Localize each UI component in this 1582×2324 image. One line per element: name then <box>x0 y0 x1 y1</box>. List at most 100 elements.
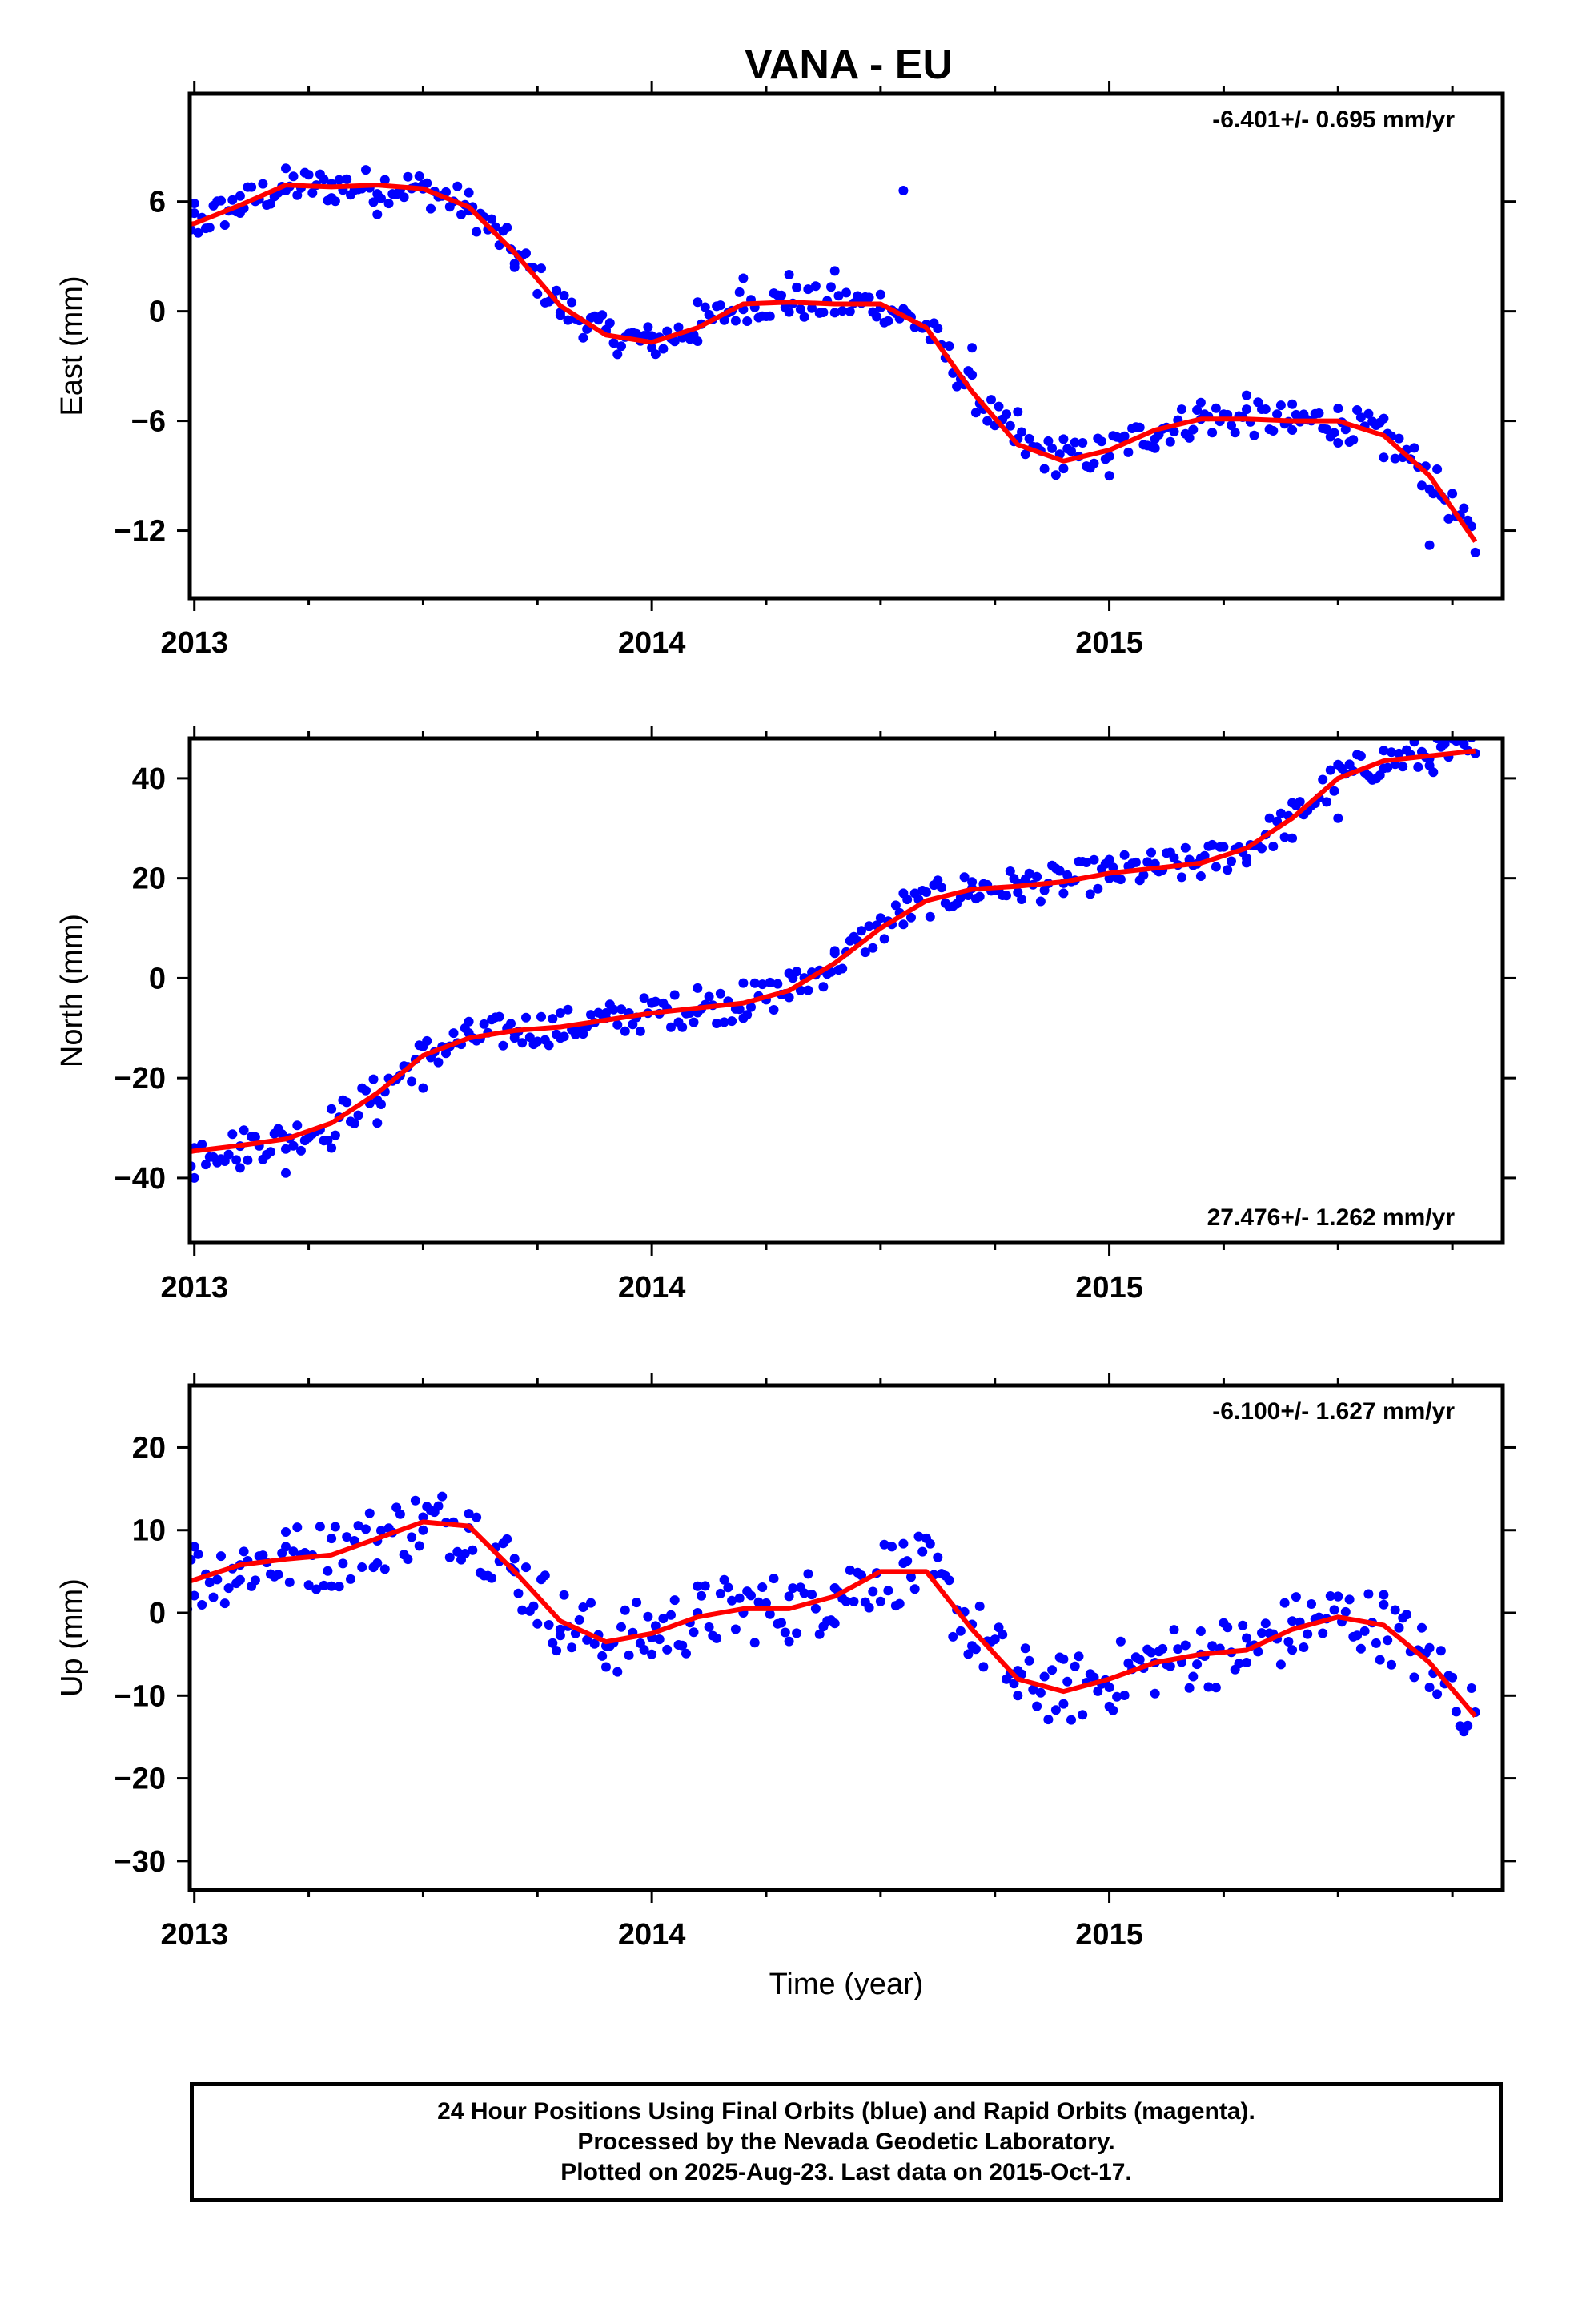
data-point <box>1439 738 1450 749</box>
data-point <box>829 946 840 956</box>
data-point <box>1268 426 1279 436</box>
data-point <box>487 214 497 224</box>
data-point <box>357 1562 367 1572</box>
data-point <box>1134 1655 1145 1665</box>
data-point <box>879 934 889 944</box>
data-point <box>620 1026 630 1036</box>
data-point <box>704 1622 714 1632</box>
data-point <box>281 163 291 174</box>
y-tick-label: 40 <box>132 762 166 796</box>
data-point <box>1402 1610 1411 1620</box>
data-point <box>1375 1655 1385 1665</box>
data-point <box>1275 1659 1286 1670</box>
data-point <box>464 1509 474 1519</box>
data-point <box>528 1601 539 1611</box>
data-point <box>1035 896 1046 907</box>
data-point <box>578 332 588 343</box>
data-point <box>1287 1645 1298 1655</box>
data-point <box>1165 436 1175 447</box>
data-point <box>944 1575 954 1586</box>
data-point <box>1299 1642 1309 1652</box>
data-point <box>1211 403 1221 413</box>
data-point <box>1428 767 1439 778</box>
data-point <box>349 1118 359 1128</box>
data-point <box>1074 1651 1084 1662</box>
data-point <box>1207 1641 1218 1651</box>
data-point <box>169 1152 179 1162</box>
data-point <box>315 1522 325 1532</box>
data-point <box>502 223 512 233</box>
data-point <box>777 1618 786 1628</box>
y-tick-label: 6 <box>149 186 166 219</box>
data-point <box>176 213 186 223</box>
data-point <box>1359 1626 1370 1636</box>
data-point <box>1013 1691 1023 1701</box>
data-point <box>1093 1686 1103 1696</box>
data-point <box>1355 1643 1366 1654</box>
data-point <box>231 1578 242 1589</box>
data-point <box>803 1569 813 1579</box>
data-point <box>1009 874 1019 884</box>
data-point <box>1192 405 1203 415</box>
data-point <box>212 1574 223 1585</box>
data-point <box>1470 547 1480 557</box>
data-point <box>1009 1679 1019 1689</box>
data-point <box>810 1603 821 1614</box>
data-point <box>1017 1669 1026 1679</box>
data-point <box>574 1614 584 1625</box>
data-point <box>734 1004 745 1015</box>
data-point <box>1355 751 1366 761</box>
data-point <box>1253 1647 1263 1657</box>
y-tick-label: 20 <box>132 862 166 896</box>
data-point <box>1066 446 1076 456</box>
x-tick-label: 2013 <box>160 1271 228 1305</box>
data-point <box>1325 765 1335 775</box>
data-point <box>498 1040 508 1051</box>
rate-label-north: 27.476+/- 1.262 mm/yr <box>1207 1204 1456 1231</box>
data-point <box>1272 409 1283 420</box>
data-point <box>1264 813 1275 823</box>
data-point <box>1333 404 1343 413</box>
data-point <box>662 1644 673 1655</box>
data-point <box>1383 762 1393 773</box>
data-point <box>807 303 817 313</box>
data-point <box>650 996 661 1007</box>
data-point <box>921 887 931 897</box>
data-point <box>582 1634 592 1645</box>
data-point <box>1242 1633 1251 1643</box>
data-point <box>1409 1672 1419 1683</box>
footer-line-3: Plotted on 2025-Aug-23. Last data on 201… <box>560 2159 1132 2185</box>
data-point <box>1104 1683 1114 1692</box>
data-point <box>1329 428 1339 438</box>
data-point <box>368 1074 379 1084</box>
data-point <box>368 197 379 207</box>
data-point <box>334 1582 344 1592</box>
data-point <box>1307 1599 1316 1609</box>
data-point <box>552 285 562 296</box>
data-point <box>563 315 573 325</box>
data-point <box>197 1600 207 1610</box>
data-point <box>277 1548 287 1558</box>
data-point <box>700 1581 710 1591</box>
data-point <box>216 195 226 206</box>
data-point <box>169 233 179 243</box>
data-point <box>190 208 199 219</box>
data-point <box>422 178 432 188</box>
data-point <box>204 223 215 233</box>
data-point <box>1375 770 1385 780</box>
data-point <box>1230 428 1240 438</box>
plot-frame-east <box>187 91 1505 601</box>
data-point <box>517 1038 528 1048</box>
data-point <box>552 1029 562 1039</box>
data-point <box>555 1630 565 1641</box>
data-point <box>1279 832 1290 842</box>
data-point <box>361 1085 371 1096</box>
data-point <box>632 1598 642 1608</box>
data-point <box>544 1040 554 1051</box>
data-point <box>1020 449 1030 460</box>
data-point <box>727 1595 737 1606</box>
data-point <box>1314 408 1324 418</box>
fit-line-east <box>190 183 1478 543</box>
data-point <box>959 872 970 883</box>
data-point <box>281 1144 291 1154</box>
